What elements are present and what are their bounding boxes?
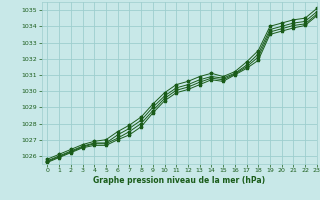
X-axis label: Graphe pression niveau de la mer (hPa): Graphe pression niveau de la mer (hPa)	[93, 176, 265, 185]
